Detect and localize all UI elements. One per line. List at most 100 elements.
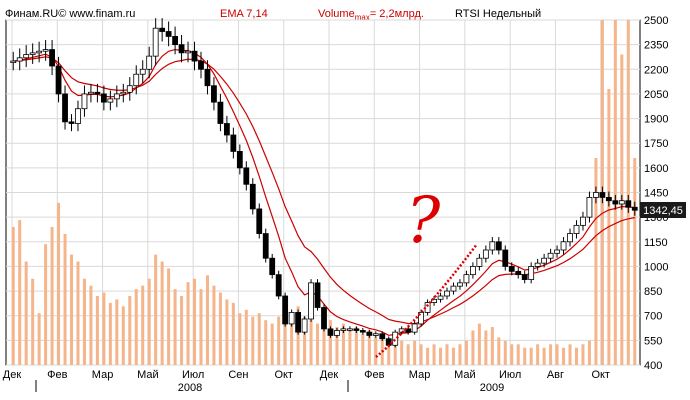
volume-bar: [335, 327, 339, 365]
last-price-value: 1342,45: [643, 205, 683, 217]
y-tick-label: 1900: [644, 114, 668, 126]
candle: [366, 329, 373, 338]
volume-label-sub: max: [355, 13, 370, 22]
candle-body-up: [372, 333, 379, 336]
candle-body-down: [165, 31, 172, 37]
volume-bar: [44, 244, 48, 365]
volume-bar: [50, 227, 54, 365]
candle-body-up: [541, 257, 548, 264]
candle: [62, 85, 68, 130]
volume-bar: [574, 347, 578, 365]
candle-body-down: [502, 249, 509, 267]
candle-body-down: [321, 307, 327, 330]
candle-body-down: [172, 36, 178, 46]
candle: [223, 115, 230, 143]
candle-body-up: [593, 192, 599, 198]
volume-bar: [31, 278, 35, 365]
candle: [295, 309, 302, 335]
x-tick-label: Дек: [320, 369, 339, 381]
volume-bar: [490, 327, 494, 365]
volume-bar: [562, 347, 566, 365]
candle: [191, 41, 198, 71]
volume-bar: [218, 292, 222, 365]
candle-body-down: [366, 331, 373, 336]
volume-bar: [542, 347, 546, 365]
last-price-box: 1342,45: [640, 202, 686, 218]
candle-body-up: [29, 52, 36, 55]
candle-body-down: [198, 60, 204, 70]
candle-body-up: [618, 200, 625, 205]
candle: [605, 191, 612, 207]
candle: [372, 331, 379, 338]
candle: [243, 161, 250, 191]
candle: [573, 220, 580, 239]
candle: [470, 262, 476, 279]
candle-body-up: [580, 216, 586, 226]
candle-body-up: [463, 274, 470, 284]
candle: [392, 329, 399, 348]
candle: [204, 60, 211, 95]
candle-body-down: [62, 93, 68, 123]
y-tick-label: 700: [644, 311, 662, 323]
candle-body-up: [450, 285, 457, 292]
candle-body-down: [68, 121, 75, 124]
candle: [172, 26, 178, 55]
candle: [418, 309, 425, 327]
candle-body-up: [88, 91, 94, 95]
candle-body-down: [353, 328, 360, 331]
volume-bar: [458, 344, 462, 365]
candle-body-down: [49, 49, 55, 67]
candle-body-down: [256, 208, 263, 234]
candle-body-down: [605, 197, 612, 202]
candle-body-up: [346, 328, 353, 331]
volume-bar: [464, 340, 468, 365]
candle: [346, 326, 353, 332]
candle-body-down: [217, 101, 224, 124]
candle-body-up: [411, 323, 418, 333]
volume-bar: [510, 344, 514, 365]
candle: [554, 245, 560, 258]
candle: [88, 83, 94, 103]
volume-bar: [205, 275, 209, 365]
candle: [236, 144, 243, 175]
candle: [36, 41, 43, 63]
volume-bar: [587, 340, 591, 365]
y-tick-label: 2200: [644, 64, 668, 76]
volume-bar: [406, 344, 410, 365]
candle: [353, 326, 360, 334]
candle-body-up: [126, 85, 133, 93]
candle: [528, 262, 535, 284]
volume-bar: [620, 54, 624, 365]
volume-bar: [108, 302, 112, 365]
candle: [275, 270, 282, 300]
volume-bar: [626, 20, 630, 365]
volume-bar: [264, 320, 268, 365]
candle-body-down: [385, 338, 392, 346]
candle-body-up: [470, 266, 476, 276]
source-label: Финам.RU© www.finam.ru: [5, 8, 135, 20]
volume-bars: [11, 20, 637, 365]
x-tick-label: Май: [454, 369, 476, 381]
volume-bar: [581, 344, 585, 365]
candle: [411, 321, 418, 335]
candle-body-up: [560, 241, 567, 251]
volume-bar: [451, 347, 455, 365]
candle: [68, 114, 75, 132]
y-tick-label: 1450: [644, 188, 668, 200]
candle: [495, 237, 502, 255]
volume-bar: [400, 340, 404, 365]
candle: [113, 85, 120, 108]
candle-body-up: [185, 50, 191, 54]
candle: [327, 326, 334, 338]
candle: [398, 326, 405, 335]
volume-bar: [37, 313, 41, 365]
candle-body-up: [437, 295, 444, 300]
volume-bar: [471, 330, 475, 365]
candle: [249, 178, 256, 215]
candle-body-up: [10, 60, 17, 63]
candle-body-down: [223, 123, 230, 136]
x-year-label: 2009: [480, 382, 504, 394]
volume-bar: [568, 344, 572, 365]
candle: [55, 56, 62, 103]
volume-bar: [497, 337, 501, 365]
